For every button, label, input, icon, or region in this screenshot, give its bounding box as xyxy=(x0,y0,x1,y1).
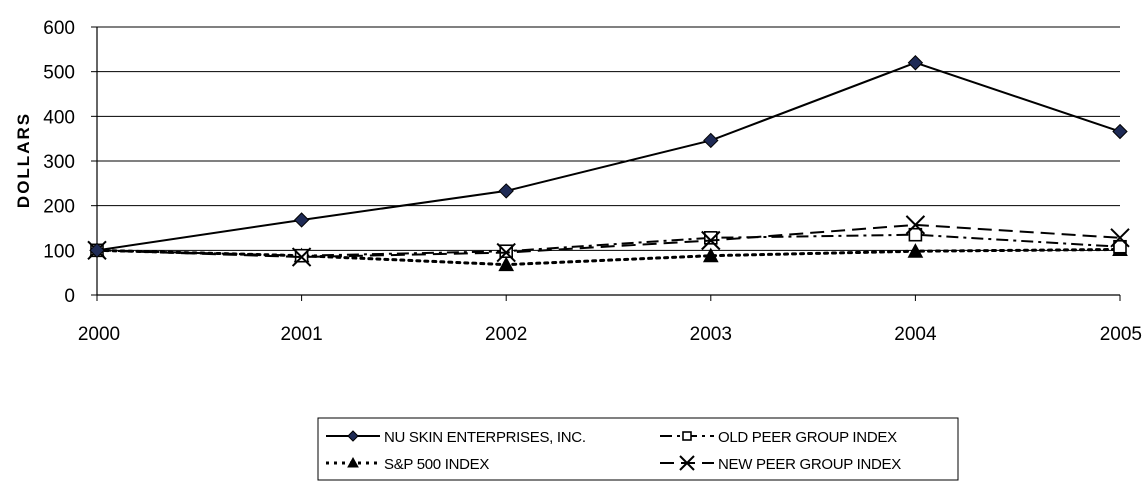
legend-marker xyxy=(679,455,695,471)
data-point xyxy=(905,215,926,235)
data-point xyxy=(703,132,719,149)
data-point xyxy=(498,183,514,199)
series-layer xyxy=(87,55,1130,272)
data-point xyxy=(701,230,721,251)
data-point xyxy=(907,243,924,258)
x-tick-label: 2003 xyxy=(690,324,732,345)
series-line xyxy=(95,247,1122,267)
legend-item: OLD PEER GROUP INDEX xyxy=(660,429,897,446)
y-tick-label: 0 xyxy=(64,286,75,307)
data-point xyxy=(907,55,924,71)
legend-box xyxy=(317,417,959,481)
data-point xyxy=(1110,228,1130,248)
data-point xyxy=(1113,239,1127,254)
series-line xyxy=(96,233,1121,257)
y-tick-labels: 0 100 200 300 400 500 600 xyxy=(43,18,75,307)
x-tick-label: 2001 xyxy=(280,324,322,345)
y-axis-label: DOLLARS xyxy=(14,112,33,208)
series-line xyxy=(96,223,1121,259)
y-tick-label: 500 xyxy=(43,63,75,84)
data-point xyxy=(293,212,310,228)
series-line xyxy=(96,61,1121,252)
y-tick-label: 200 xyxy=(43,197,75,218)
data-point xyxy=(291,247,312,267)
data-point xyxy=(89,242,105,259)
legend-label: OLD PEER GROUP INDEX xyxy=(718,429,897,446)
legend-label: NU SKIN ENTERPRISES, INC. xyxy=(384,429,586,446)
data-point xyxy=(702,247,719,263)
legend-item: NU SKIN ENTERPRISES, INC. xyxy=(326,429,586,446)
y-tick-label: 100 xyxy=(43,241,75,262)
legend-label: S&P 500 INDEX xyxy=(384,456,489,473)
series-0 xyxy=(89,55,1128,259)
legend-label: NEW PEER GROUP INDEX xyxy=(718,456,901,473)
data-point xyxy=(498,256,515,272)
series-1 xyxy=(90,227,1127,263)
data-point xyxy=(1112,123,1128,140)
legend-item: NEW PEER GROUP INDEX xyxy=(660,455,902,473)
gridlines xyxy=(97,26,1120,251)
legend: NU SKIN ENTERPRISES, INC. OLD PEER GROUP … xyxy=(317,417,959,481)
y-tick-label: 600 xyxy=(43,18,75,39)
legend-marker xyxy=(347,456,359,468)
data-point xyxy=(908,227,923,242)
legend-marker xyxy=(682,431,692,441)
series-3 xyxy=(87,215,1130,267)
x-tick-label: 2004 xyxy=(894,324,937,345)
x-tick-label: 2002 xyxy=(485,324,527,345)
x-tick-labels: 2000 2001 2002 2003 2004 2005 xyxy=(78,324,1142,345)
y-tick-label: 300 xyxy=(43,152,75,173)
data-point xyxy=(703,231,718,245)
legend-item: S&P 500 INDEX xyxy=(326,456,490,473)
y-tick-label: 400 xyxy=(43,107,75,128)
axes xyxy=(91,26,1121,301)
data-point xyxy=(496,242,516,263)
x-tick-label: 2000 xyxy=(78,324,120,345)
x-tick-label: 2005 xyxy=(1100,324,1142,345)
legend-marker xyxy=(347,430,359,442)
